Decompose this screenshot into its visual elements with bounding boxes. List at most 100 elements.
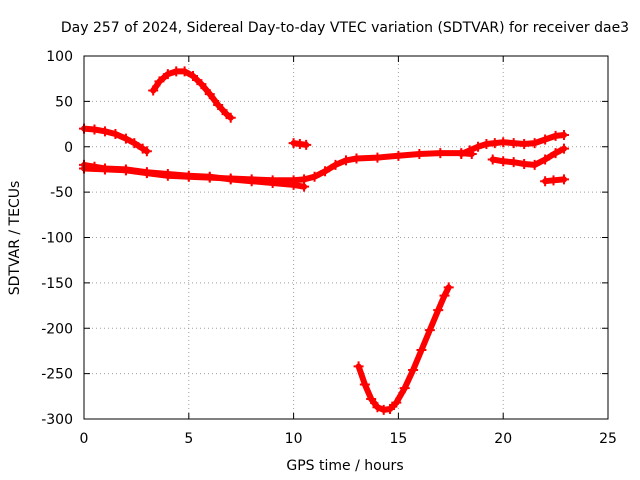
data-point: [353, 361, 364, 372]
data-series: [79, 66, 569, 415]
data-point: [372, 402, 383, 413]
data-point: [299, 181, 310, 192]
series-track-3: [79, 148, 477, 186]
data-point: [204, 171, 215, 182]
data-point: [162, 69, 173, 80]
series-track-8: [540, 174, 569, 187]
series-track-1: [79, 123, 152, 157]
data-point: [183, 170, 194, 181]
data-point: [424, 325, 435, 336]
data-point: [267, 178, 278, 189]
data-point: [529, 138, 540, 149]
y-tick-label: -100: [41, 231, 73, 247]
data-point: [89, 124, 100, 135]
y-tick-label: -50: [50, 185, 73, 201]
data-point: [540, 176, 551, 187]
y-tick-label: 50: [55, 94, 73, 110]
data-point: [288, 179, 299, 190]
plot-frame: [83, 55, 609, 420]
series-track-2: [148, 66, 236, 123]
data-point: [408, 364, 419, 375]
data-point: [196, 79, 207, 90]
data-point: [508, 138, 519, 149]
data-point: [433, 305, 444, 316]
data-point: [301, 139, 312, 150]
data-point: [141, 167, 152, 178]
data-point: [498, 156, 509, 167]
data-point: [359, 379, 370, 390]
series-trace: [355, 284, 452, 413]
data-point: [162, 168, 173, 179]
axis-ticks: 0 5 10 15 20 25 100 50 0 -50 -100 -150 -200 -250 -300: [41, 49, 617, 447]
data-point: [416, 345, 427, 356]
data-point: [558, 129, 569, 140]
data-point: [309, 171, 320, 182]
x-tick-label: 20: [494, 431, 512, 447]
data-point: [439, 290, 450, 301]
series-track-7: [487, 143, 569, 170]
data-point: [391, 397, 402, 408]
series-trace: [458, 132, 567, 157]
data-point: [519, 139, 530, 150]
data-point: [110, 129, 121, 140]
data-point: [99, 126, 110, 137]
data-point: [89, 161, 100, 172]
data-point: [558, 143, 569, 154]
series-trace: [81, 150, 475, 184]
data-point: [225, 112, 236, 123]
data-point: [529, 159, 540, 170]
y-tick-label: 0: [64, 140, 73, 156]
data-point: [187, 70, 198, 81]
data-point: [487, 154, 498, 165]
data-point: [148, 85, 159, 96]
data-point: [489, 138, 500, 149]
series-track-4: [79, 159, 310, 192]
x-axis-label: GPS time / hours: [286, 458, 403, 474]
data-point: [540, 154, 551, 165]
data-point: [330, 159, 341, 170]
data-point: [498, 137, 509, 148]
data-point: [204, 89, 215, 100]
grid-lines: [84, 56, 608, 419]
data-point: [481, 139, 492, 150]
x-tick-label: 0: [80, 431, 89, 447]
x-tick-label: 10: [285, 431, 303, 447]
y-tick-label: -300: [41, 412, 73, 428]
chart-title: Day 257 of 2024, Sidereal Day-to-day VTE…: [61, 20, 629, 36]
data-point: [171, 66, 182, 77]
series-trace: [150, 68, 234, 121]
data-point: [519, 158, 530, 169]
data-point: [179, 66, 190, 77]
data-point: [456, 149, 467, 160]
y-axis-label: SDTVAR / TECUs: [7, 181, 23, 296]
data-point: [320, 166, 331, 177]
data-point: [129, 138, 140, 149]
series-track-5: [288, 138, 312, 150]
y-tick-label: -200: [41, 321, 73, 337]
data-point: [550, 130, 561, 141]
data-point: [213, 100, 224, 111]
data-point: [399, 383, 410, 394]
data-point: [414, 149, 425, 160]
x-tick-label: 25: [599, 431, 617, 447]
data-point: [548, 175, 559, 186]
data-point: [473, 141, 484, 152]
data-point: [120, 133, 131, 144]
series-track-9: [353, 282, 454, 415]
data-point: [508, 157, 519, 168]
data-point: [558, 174, 569, 185]
x-tick-label: 15: [389, 431, 407, 447]
y-tick-label: -250: [41, 367, 73, 383]
data-point: [246, 176, 257, 187]
data-point: [385, 404, 396, 415]
data-point: [120, 164, 131, 175]
y-tick-label: 100: [46, 49, 73, 65]
data-point: [435, 148, 446, 159]
series-track-6: [456, 129, 569, 160]
x-tick-label: 5: [184, 431, 193, 447]
data-point: [141, 146, 152, 157]
data-point: [372, 152, 383, 163]
data-point: [341, 155, 351, 166]
data-point: [464, 145, 475, 156]
